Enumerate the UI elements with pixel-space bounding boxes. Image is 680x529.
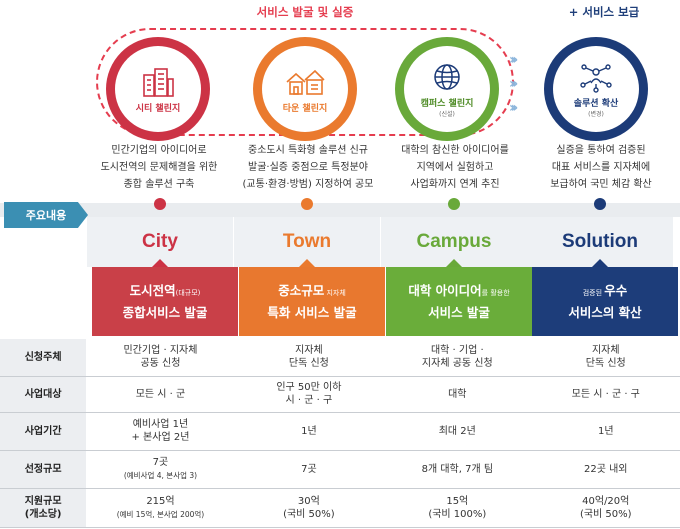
row-header-period: 사업기간: [0, 412, 87, 451]
table-cell: 인구 50만 이하 시 · 군 · 구: [234, 376, 384, 413]
table-row: 사업기간 예비사업 1년 + 본사업 2년 1년 최대 2년 1년: [0, 412, 680, 451]
town-category-box: 중소규모 지자체 특화 서비스 발굴: [239, 267, 385, 336]
solution-spread-circle: 솔루션 확산 (변경): [544, 37, 648, 141]
table-cell: 1년: [234, 412, 384, 451]
table-cell: 8개 대학, 7개 팀: [383, 450, 532, 489]
solution-spread-label: 솔루션 확산: [573, 99, 619, 109]
campus-pointer: [446, 259, 462, 267]
city-challenge-label: 시티 챌린지: [135, 103, 181, 114]
campus-description: 대학의 참신한 아이디어를 지역에서 실험하고 사업화까지 연계 추진: [401, 145, 509, 190]
globe-icon: [432, 60, 462, 94]
column-title-city: City: [87, 217, 233, 267]
town-dot: [301, 198, 313, 210]
main-content-tag: 주요내용: [4, 202, 88, 228]
town-houses-icon: [285, 65, 325, 99]
table-cell: 22곳 내외: [531, 450, 680, 489]
city-description: 민간기업의 아이디어로 도시전역의 문제해결을 위한 종합 솔루션 구축: [100, 145, 218, 190]
table-cell: 지자체 단독 신청: [531, 339, 680, 377]
city-category-box: 도시전역(대규모) 종합서비스 발굴: [92, 267, 238, 336]
town-challenge-label: 타운 챌린지: [282, 103, 328, 114]
table-cell: 7곳 (예비사업 4, 본사업 3): [86, 450, 235, 489]
city-dot: [154, 198, 166, 210]
table-row: 지원규모 (개소당) 215억 (예비 15억, 본사업 200억) 30억 (국비 …: [0, 488, 680, 528]
table-cell: 모든 시 · 군: [86, 376, 235, 413]
campus-challenge-sub: (신설): [439, 111, 455, 118]
solution-pointer: [592, 259, 608, 267]
table-cell: 15억 (국비 100%): [383, 488, 532, 528]
row-header-scale: 선정규모: [0, 450, 87, 489]
city-buildings-icon: [141, 65, 175, 99]
solution-dot: [594, 198, 606, 210]
table-cell: 모든 시 · 군 · 구: [531, 376, 680, 413]
verify-section-label: 서비스 발굴 및 실증: [215, 4, 395, 20]
table-row: 신청주체 민간기업 · 지자체 공동 신청 지자체 단독 신청 대학 · 기업 · 지…: [0, 339, 680, 377]
row-header-funding: 지원규모 (개소당): [0, 488, 87, 528]
table-cell: 대학: [383, 376, 532, 413]
timeline-band: [0, 203, 680, 217]
chevron-right-icon: ›››: [509, 100, 519, 116]
info-table: 신청주체 민간기업 · 지자체 공동 신청 지자체 단독 신청 대학 · 기업 · 지…: [0, 339, 680, 528]
table-cell: 지자체 단독 신청: [234, 339, 384, 377]
column-title-campus: Campus: [381, 217, 527, 267]
table-cell: 7곳: [234, 450, 384, 489]
solution-spread-sub: (변경): [588, 111, 604, 118]
table-cell: 1년: [531, 412, 680, 451]
column-title-solution: Solution: [527, 217, 673, 267]
table-cell: 30억 (국비 50%): [234, 488, 384, 528]
table-cell: 민간기업 · 지자체 공동 신청: [86, 339, 235, 377]
network-people-icon: [579, 60, 613, 94]
table-cell: 40억/20억 (국비 50%): [531, 488, 680, 528]
solution-description: 실증을 통하여 검증된 대표 서비스를 지자체에 보급하여 국민 체감 확산: [550, 145, 652, 190]
campus-dot: [448, 198, 460, 210]
campus-challenge-circle: 캠퍼스 챌린지 (신설): [395, 37, 499, 141]
town-pointer: [299, 259, 315, 267]
table-cell: 대학 · 기업 · 지자체 공동 신청: [383, 339, 532, 377]
chevron-right-icon: ›››: [509, 76, 519, 92]
table-cell: 예비사업 1년 + 본사업 2년: [86, 412, 235, 451]
city-pointer: [152, 259, 168, 267]
solution-category-box: 검증된 우수 서비스의 확산: [532, 267, 678, 336]
city-challenge-circle: 시티 챌린지: [106, 37, 210, 141]
table-cell: 215억 (예비 15억, 본사업 200억): [86, 488, 235, 528]
table-row: 사업대상 모든 시 · 군 인구 50만 이하 시 · 군 · 구 대학 모든 시…: [0, 376, 680, 413]
chevron-right-icon: ›››: [509, 52, 519, 68]
campus-category-box: 대학 아이디어를 활용한 서비스 발굴: [386, 267, 532, 336]
town-challenge-circle: 타운 챌린지: [253, 37, 357, 141]
spread-section-label: + 서비스 보급: [568, 5, 640, 19]
column-title-town: Town: [234, 217, 380, 267]
campus-challenge-label: 캠퍼스 챌린지: [420, 99, 474, 109]
table-cell: 최대 2년: [383, 412, 532, 451]
row-header-applicant: 신청주체: [0, 339, 87, 377]
town-description: 중소도시 특화형 솔루션 신규 발굴·실증 중점으로 특정분야 (교통·환경·방범)…: [242, 145, 374, 190]
row-header-target: 사업대상: [0, 376, 87, 413]
table-row: 선정규모 7곳 (예비사업 4, 본사업 3) 7곳 8개 대학, 7개 팀 22…: [0, 450, 680, 489]
